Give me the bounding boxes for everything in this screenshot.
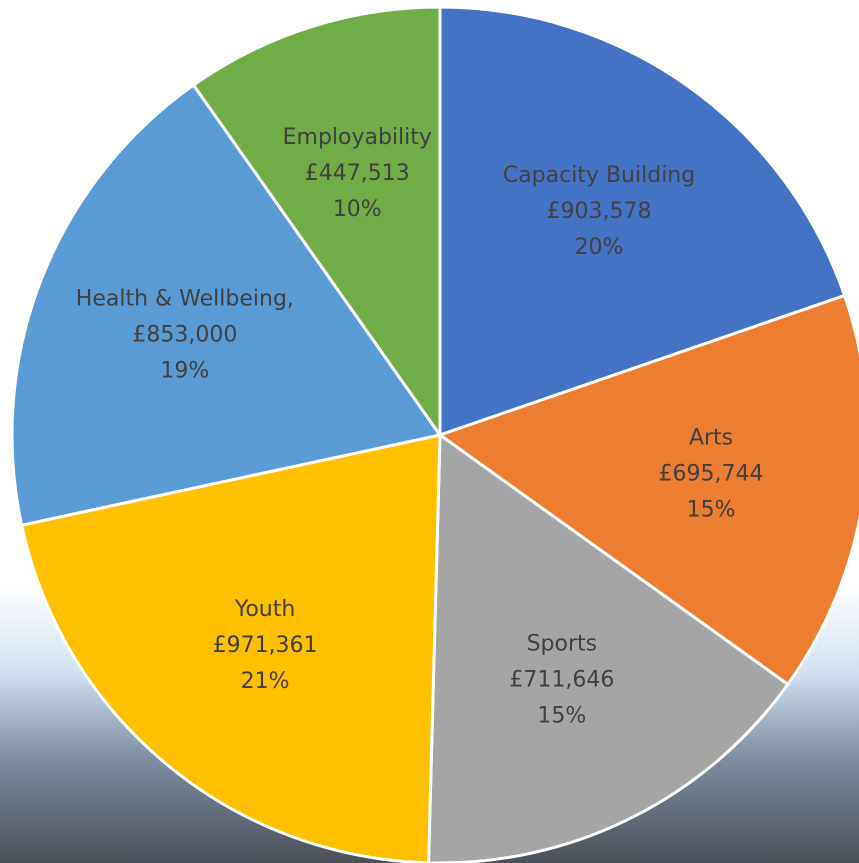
slice-value: £711,646: [509, 667, 614, 692]
slice-percent: 10%: [333, 197, 382, 222]
slice-value: £971,361: [213, 633, 318, 658]
slice-percent: 15%: [687, 498, 736, 523]
slice-value: £695,744: [659, 462, 764, 487]
slice-name: Sports: [527, 631, 598, 656]
slice-name: Employability: [283, 125, 432, 150]
slice-value: £903,578: [547, 199, 652, 224]
slice-name: Arts: [689, 426, 733, 451]
slice-value: £447,513: [305, 161, 410, 186]
slice: [191, 5, 442, 440]
slice: [427, 432, 790, 863]
slice: [436, 293, 859, 687]
slice-percent: 21%: [241, 669, 290, 694]
slice-percent: 19%: [160, 358, 209, 383]
slice-name: Youth: [234, 597, 296, 622]
slice-percent: 20%: [575, 235, 624, 260]
slice-name: Capacity Building: [503, 163, 695, 188]
labels: Capacity Building £903,578 20% Arts £695,744…: [76, 125, 764, 728]
slice: [10, 82, 443, 527]
slice: [438, 5, 847, 438]
pie: [10, 5, 859, 863]
slice-name: Health & Wellbeing,: [76, 286, 294, 311]
slice: [19, 433, 442, 863]
slice-percent: 15%: [537, 703, 586, 728]
slice-value: £853,000: [132, 322, 237, 347]
